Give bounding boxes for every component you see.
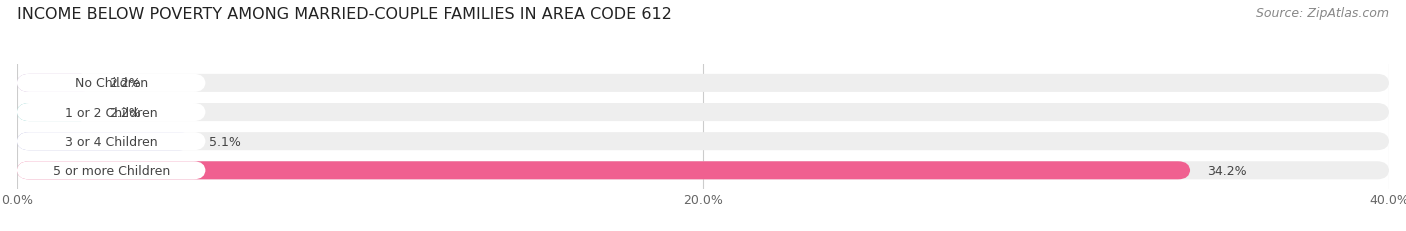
- FancyBboxPatch shape: [17, 133, 1389, 151]
- Text: Source: ZipAtlas.com: Source: ZipAtlas.com: [1256, 7, 1389, 20]
- FancyBboxPatch shape: [17, 75, 93, 93]
- Text: 5.1%: 5.1%: [209, 135, 240, 148]
- FancyBboxPatch shape: [17, 75, 1389, 93]
- Text: 1 or 2 Children: 1 or 2 Children: [65, 106, 157, 119]
- Text: 2.2%: 2.2%: [110, 106, 141, 119]
- FancyBboxPatch shape: [17, 75, 205, 93]
- Text: 2.2%: 2.2%: [110, 77, 141, 90]
- FancyBboxPatch shape: [17, 103, 93, 122]
- FancyBboxPatch shape: [17, 103, 205, 122]
- FancyBboxPatch shape: [17, 133, 205, 151]
- Text: INCOME BELOW POVERTY AMONG MARRIED-COUPLE FAMILIES IN AREA CODE 612: INCOME BELOW POVERTY AMONG MARRIED-COUPL…: [17, 7, 672, 22]
- Text: 5 or more Children: 5 or more Children: [52, 164, 170, 177]
- FancyBboxPatch shape: [17, 133, 191, 151]
- FancyBboxPatch shape: [17, 161, 205, 179]
- Text: 3 or 4 Children: 3 or 4 Children: [65, 135, 157, 148]
- FancyBboxPatch shape: [17, 161, 1389, 179]
- Text: 34.2%: 34.2%: [1208, 164, 1247, 177]
- FancyBboxPatch shape: [17, 161, 1189, 179]
- Text: No Children: No Children: [75, 77, 148, 90]
- FancyBboxPatch shape: [17, 103, 1389, 122]
